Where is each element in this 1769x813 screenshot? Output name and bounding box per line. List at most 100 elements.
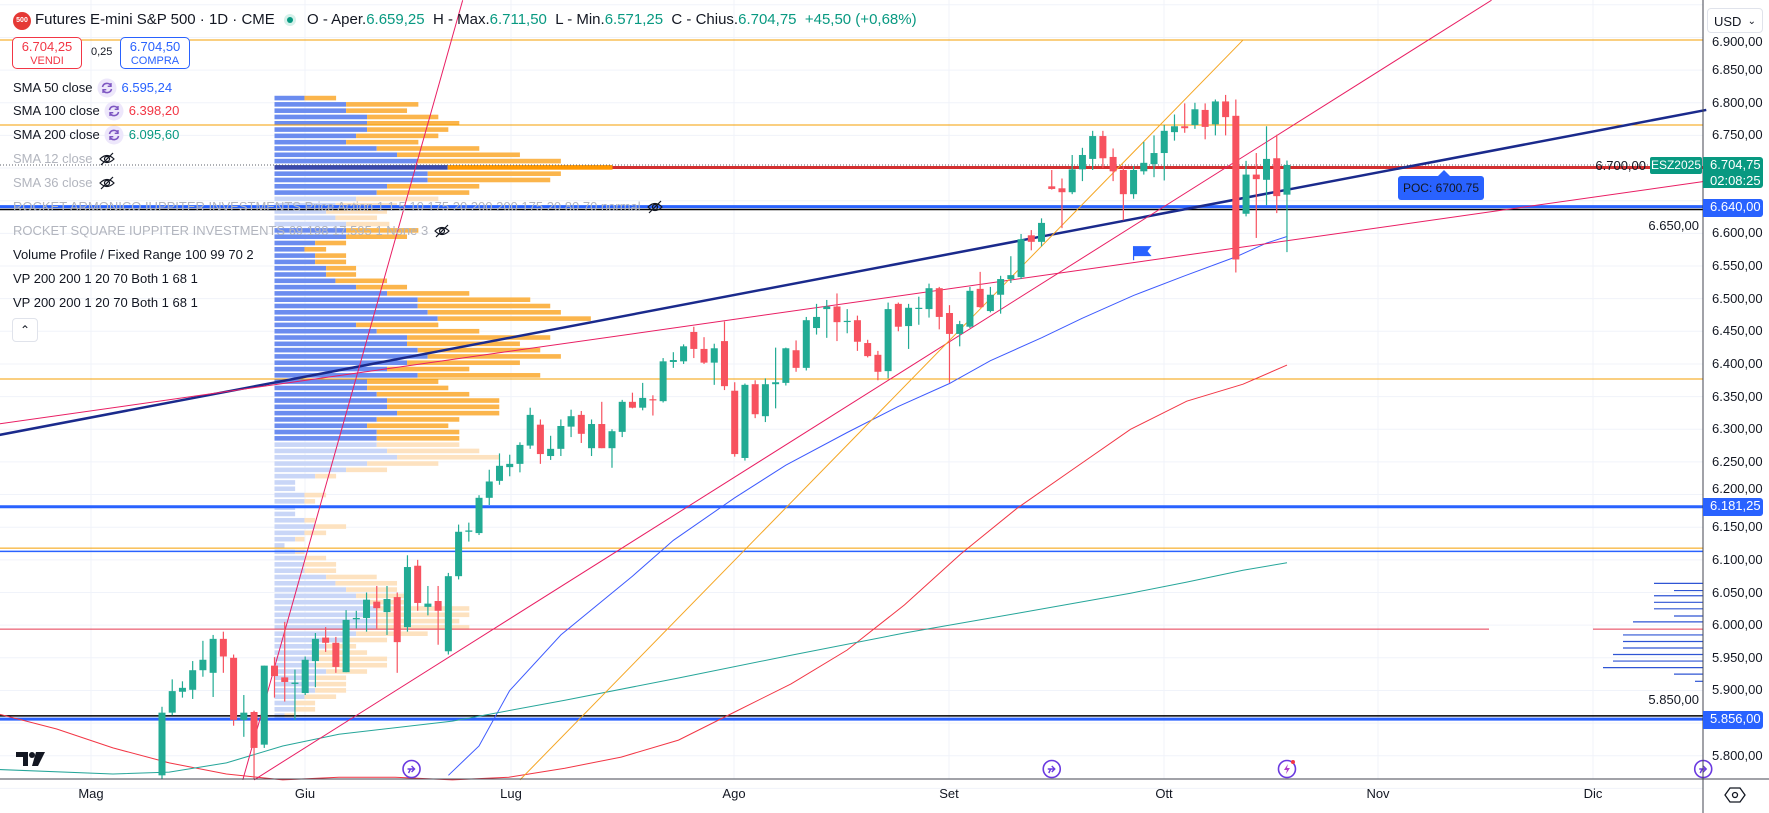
eye-off-icon[interactable] [97, 173, 117, 193]
sell-button[interactable]: 6.704,25 VENDI [12, 37, 82, 69]
price-tick-label: 6.300,00 [1712, 421, 1763, 437]
vp-down-bar [407, 335, 551, 340]
low-value: 6.571,25 [604, 11, 664, 28]
price-tick-label: 5.900,00 [1712, 682, 1763, 698]
tradingview-logo-icon[interactable] [16, 752, 45, 766]
candle-body [1232, 115, 1240, 260]
candle-body [945, 313, 953, 334]
candle-body [915, 307, 923, 309]
vp-down-bar [346, 221, 390, 227]
earnings-event-icon[interactable] [1277, 759, 1297, 779]
vp-up-bar [274, 517, 305, 523]
buy-button[interactable]: 6.704,50 COMPRA [120, 37, 190, 69]
candle-body [680, 346, 688, 362]
vp-down-bar [367, 385, 449, 391]
candle-body [905, 307, 913, 327]
flag-icon [1133, 246, 1152, 257]
flag-marker[interactable] [1132, 246, 1152, 261]
candle [1048, 170, 1056, 190]
candle [874, 350, 882, 381]
vp-down-bar [376, 625, 470, 630]
legend-row[interactable]: VP 200 200 1 20 70 Both 1 68 1 [13, 292, 198, 312]
candle-body [1058, 188, 1066, 193]
candle [1181, 103, 1189, 133]
sell-label: VENDI [30, 55, 64, 67]
legend-row[interactable]: SMA 12 close [13, 148, 117, 168]
candle-body [1170, 126, 1178, 133]
candle-body [536, 424, 544, 455]
legend-label: SMA 50 close [13, 79, 93, 95]
eye-off-icon[interactable] [432, 221, 452, 241]
vp-down-bar [367, 461, 439, 466]
vp-up-bar [274, 322, 357, 328]
vp-down-bar [315, 524, 347, 529]
vp-down-bar [295, 700, 316, 706]
candle [281, 621, 289, 702]
vp-up-bar [274, 127, 368, 132]
candle [1130, 166, 1138, 199]
vp-up-bar [274, 366, 388, 372]
vp-up-bar [274, 694, 305, 700]
legend-row[interactable]: SMA 100 close 6.398,20 [13, 100, 180, 121]
candle-body [1109, 156, 1117, 172]
event-markers[interactable] [402, 759, 1713, 779]
candle-body [393, 597, 401, 643]
pink-channel-trendline [253, 0, 1492, 781]
candle-body [1191, 109, 1199, 125]
candle-body [168, 691, 176, 713]
legend-row[interactable]: Volume Profile / Fixed Range 100 99 70 2 [13, 244, 254, 264]
vp-down-bar [335, 215, 378, 221]
navy-trendline [0, 108, 1707, 437]
split-event-icon[interactable] [1042, 759, 1062, 779]
candle-body [690, 331, 698, 349]
candle [700, 337, 708, 364]
legend-row[interactable]: VP 200 200 1 20 70 Both 1 68 1 [13, 268, 198, 288]
vp-down-bar [356, 593, 408, 599]
legend-label: SMA 12 close [13, 150, 93, 166]
eye-off-icon[interactable] [645, 197, 665, 217]
legend-row[interactable]: ROCKET SQUARE IUPPITER INVESTMENTS 69.19… [13, 220, 452, 240]
sync-icon[interactable] [104, 125, 124, 145]
legend-row[interactable]: ROCKET ARMONICO IUPPITER INVESTMENTS Pri… [13, 196, 665, 216]
candle [1222, 94, 1230, 136]
legend-value: 6.398,20 [128, 102, 180, 118]
open-value: 6.659,25 [366, 11, 425, 28]
settings-gear-icon[interactable] [1724, 784, 1746, 811]
candle-body [598, 424, 606, 449]
candles [158, 94, 1291, 779]
vp-down-bar [387, 404, 500, 410]
candle-body [925, 288, 933, 310]
vp-down-bar [315, 259, 347, 265]
legend-row[interactable]: SMA 200 close 6.095,60 [13, 124, 180, 145]
collapse-legend-button[interactable]: ⌃ [12, 318, 38, 342]
price-tick-label: 6.250,00 [1712, 453, 1763, 469]
poc-label[interactable]: POC: 6700.75 [1398, 170, 1484, 200]
eye-off-icon[interactable] [97, 149, 117, 169]
price-tick-label: 6.700,00 [1595, 158, 1646, 173]
symbol-logo[interactable]: 500 [13, 12, 31, 30]
vp-down-bar [335, 580, 398, 586]
vp-down-bar [326, 272, 357, 277]
candle-body [240, 712, 248, 720]
sync-icon[interactable] [104, 101, 124, 121]
split-event-icon[interactable] [402, 759, 421, 779]
level-badge-6181: 6.181,25 [1703, 498, 1763, 516]
legend-row[interactable]: SMA 36 close [13, 172, 117, 192]
candle [956, 320, 964, 347]
volume-profile [274, 95, 1703, 718]
sync-icon[interactable] [97, 78, 117, 98]
legend-value: 6.095,60 [128, 126, 180, 142]
candle-body [322, 637, 330, 643]
vp-down-bar [427, 177, 551, 183]
candle [690, 326, 698, 359]
vp-down-bar [315, 675, 347, 681]
candle-body [495, 465, 503, 481]
vp-down-bar [367, 379, 439, 384]
legend-row[interactable]: SMA 50 close 6.595,24 [13, 77, 172, 98]
vp-up-bar [274, 543, 285, 548]
candle [1160, 124, 1168, 181]
currency-select[interactable]: USD ⌄ [1707, 8, 1763, 33]
symbol-title[interactable]: Futures E-mini S&P 500 · 1D · CME [35, 11, 275, 28]
candle [1252, 153, 1260, 238]
